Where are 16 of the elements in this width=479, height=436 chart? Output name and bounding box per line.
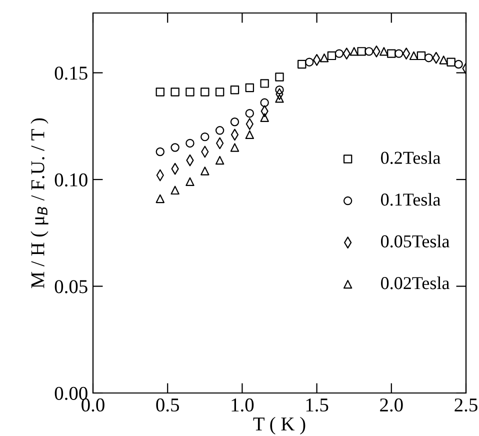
legend-label: 0.1Tesla [381,192,440,206]
x-tick-label: 2.0 [380,398,403,412]
x-tick-label: 0.5 [156,398,179,412]
legend-label: 0.05Tesla [381,234,450,248]
y-tick-label: 0.10 [54,173,88,187]
x-axis-title: T ( K ) [253,416,306,435]
x-tick-label: 1.5 [306,398,328,412]
x-tick-label: 2.5 [454,398,478,412]
y-tick-label: 0.05 [54,280,88,294]
y-tick-label: 0.00 [54,386,88,400]
y-axis-title: M / H ( μ$_{B}$ / F.U. / T ) [30,118,48,288]
legend-label: 0.2Tesla [381,151,440,164]
legend-label: 0.02Tesla [381,276,450,290]
y-tick-label: 0.15 [54,66,88,80]
x-tick-label: 1.0 [232,398,254,412]
x-tick-label: 0.0 [82,398,104,412]
